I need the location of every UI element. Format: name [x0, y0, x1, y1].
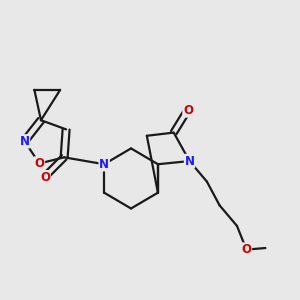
Text: O: O [40, 171, 50, 184]
Text: O: O [183, 104, 193, 117]
Text: N: N [99, 158, 109, 171]
Text: O: O [34, 157, 44, 170]
Text: N: N [184, 154, 194, 168]
Text: O: O [242, 243, 251, 256]
Text: N: N [20, 135, 29, 148]
